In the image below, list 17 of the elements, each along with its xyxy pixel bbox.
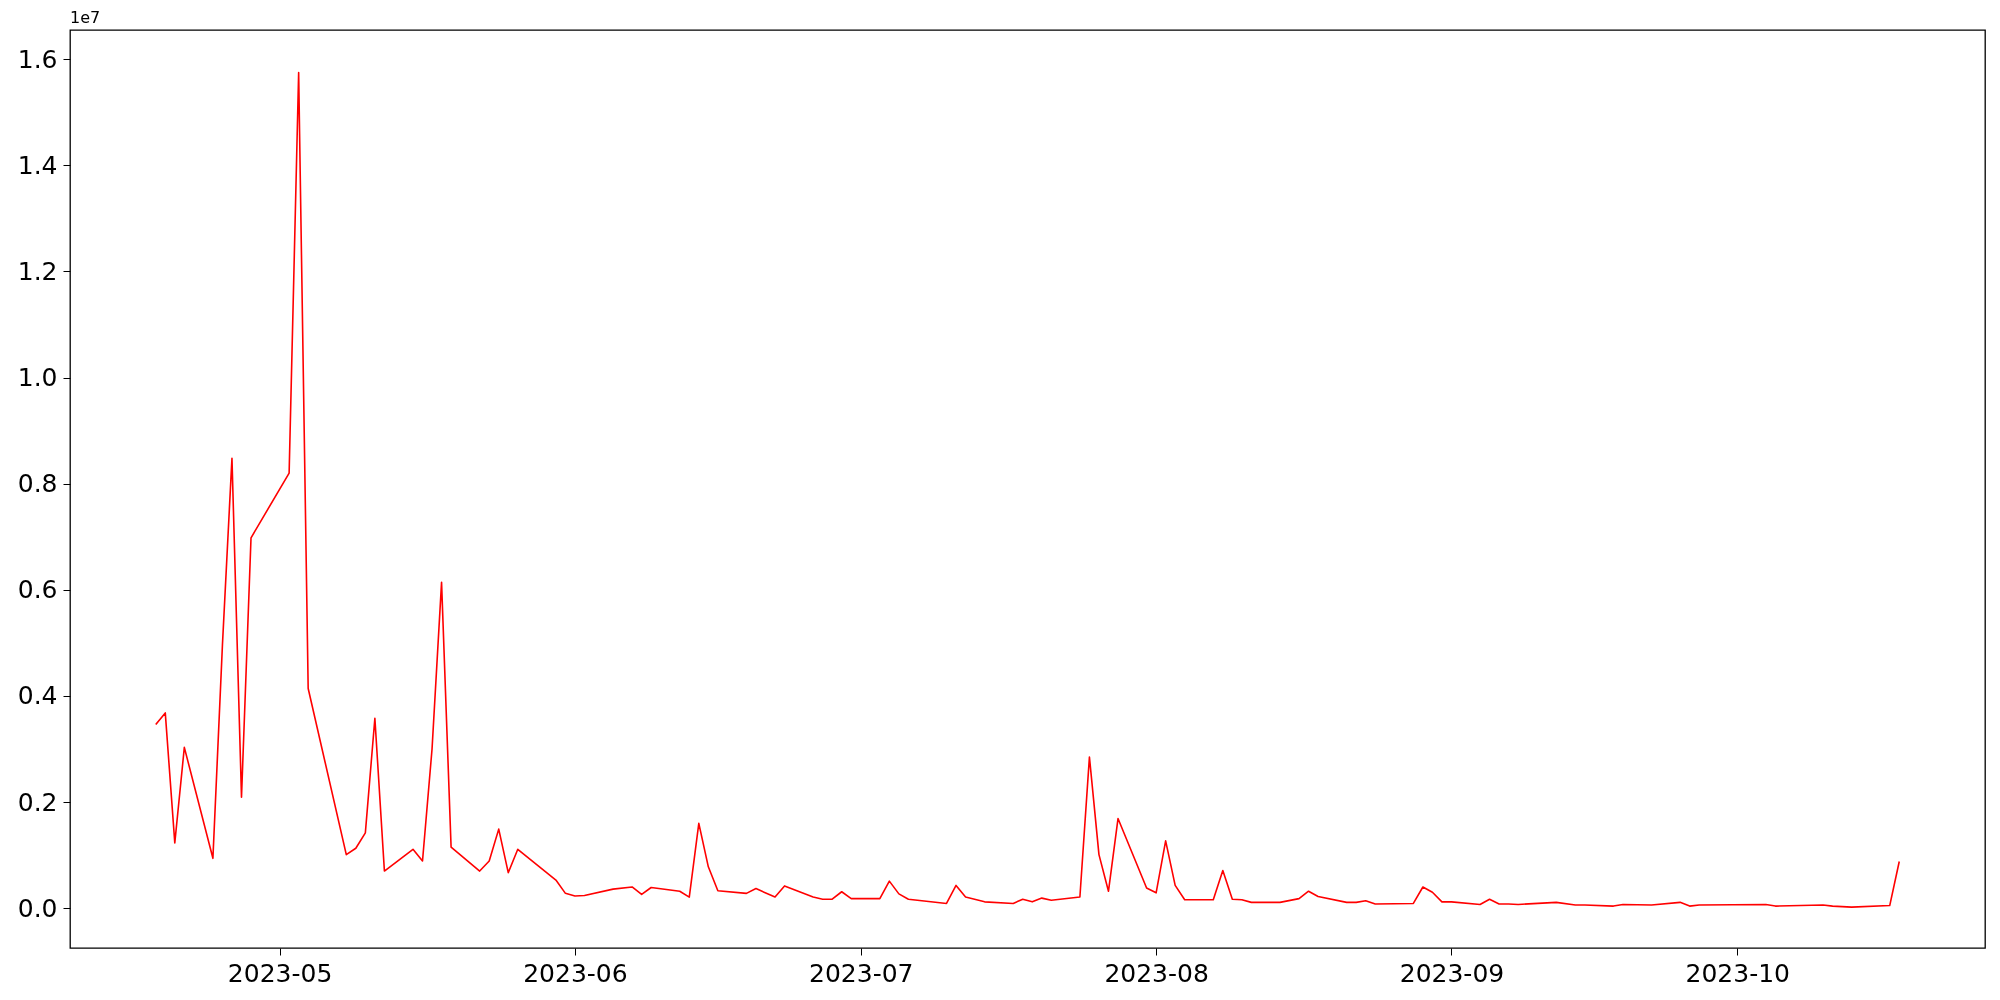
x-tick-label: 2023-10 — [1685, 958, 1791, 988]
x-tick-label: 2023-09 — [1399, 958, 1505, 988]
x-tick-label: 2023-06 — [523, 958, 628, 988]
x-tick-label: 2023-05 — [227, 958, 333, 988]
y-tick-label: 1.0 — [17, 363, 58, 393]
y-tick-label: 0.8 — [17, 469, 58, 499]
y-tick-label: 1.2 — [17, 256, 58, 286]
y-tick-label: 0.2 — [17, 787, 58, 817]
line-series — [154, 71, 1901, 908]
text: 1e7 — [70, 8, 101, 27]
x-tick-label: 2023-08 — [1104, 958, 1209, 988]
y-tick-label: 0.4 — [17, 681, 58, 711]
y-tick-label: 1.6 — [17, 44, 58, 74]
y-tick-label: 0.0 — [17, 893, 58, 923]
y-tick-label: 1.4 — [17, 150, 58, 180]
x-tick-label: 2023-07 — [809, 958, 914, 988]
y-tick-label: 0.6 — [17, 575, 58, 605]
